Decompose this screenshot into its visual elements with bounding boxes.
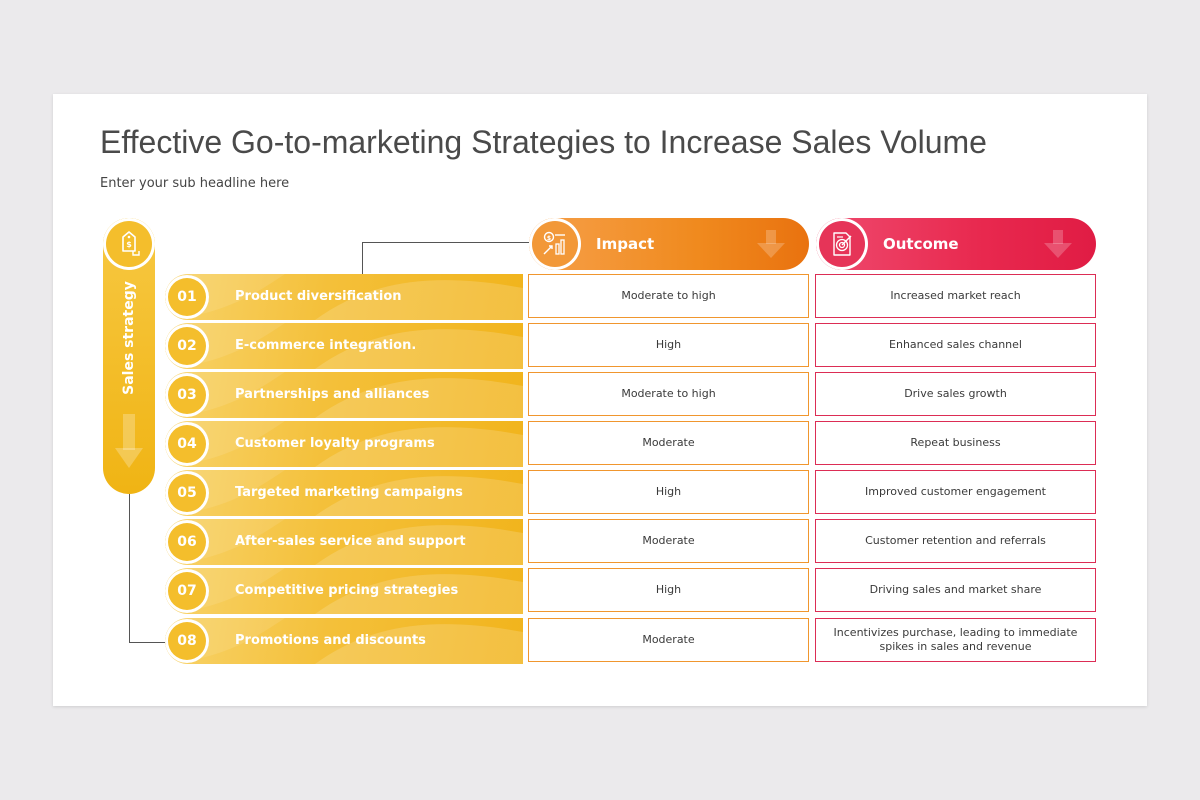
strategy-name: Competitive pricing strategies: [235, 583, 459, 598]
impact-cell: Moderate to high: [528, 274, 809, 318]
outcome-cell: Enhanced sales channel: [815, 323, 1096, 367]
step-number: 07: [165, 569, 209, 613]
price-tag-icon: $: [103, 218, 155, 270]
connector-line-top: [362, 242, 531, 275]
strategy-bar: 07 Competitive pricing strategies: [165, 568, 523, 614]
strategy-bar: 03 Partnerships and alliances: [165, 372, 523, 418]
strategy-name: Product diversification: [235, 289, 402, 304]
outcome-header-label: Outcome: [883, 235, 959, 253]
strategy-bar: 02 E-commerce integration.: [165, 323, 523, 369]
impact-cell: Moderate: [528, 421, 809, 465]
step-number: 04: [165, 422, 209, 466]
strategy-row-07: 07 Competitive pricing strategies High D…: [165, 568, 1199, 614]
outcome-header: Outcome: [816, 218, 1096, 270]
sales-strategy-label: Sales strategy: [121, 281, 137, 395]
sales-strategy-pill: $ Sales strategy: [103, 218, 155, 494]
step-number: 08: [165, 619, 209, 663]
strategy-bar: 01 Product diversification: [165, 274, 523, 320]
outcome-cell: Increased market reach: [815, 274, 1096, 318]
down-arrow-icon: [1044, 230, 1072, 258]
step-number: 05: [165, 471, 209, 515]
page-subtitle: Enter your sub headline here: [100, 176, 290, 191]
impact-cell: Moderate: [528, 618, 809, 662]
step-number: 02: [165, 324, 209, 368]
strategy-row-01: 01 Product diversification Moderate to h…: [165, 274, 1199, 320]
strategy-name: Partnerships and alliances: [235, 387, 430, 402]
strategy-row-04: 04 Customer loyalty programs Moderate Re…: [165, 421, 1199, 467]
svg-text:$: $: [126, 240, 132, 249]
strategy-row-03: 03 Partnerships and alliances Moderate t…: [165, 372, 1199, 418]
step-number: 03: [165, 373, 209, 417]
strategy-bar: 06 After-sales service and support: [165, 519, 523, 565]
outcome-cell: Improved customer engagement: [815, 470, 1096, 514]
down-arrow-icon: [757, 230, 785, 258]
strategy-row-06: 06 After-sales service and support Moder…: [165, 519, 1199, 565]
down-arrow-icon: [115, 414, 143, 468]
strategy-row-05: 05 Targeted marketing campaigns High Imp…: [165, 470, 1199, 516]
impact-cell: High: [528, 568, 809, 612]
svg-text:$: $: [547, 235, 551, 242]
strategy-name: After-sales service and support: [235, 534, 466, 549]
step-number: 01: [165, 275, 209, 319]
outcome-cell: Incentivizes purchase, leading to immedi…: [815, 618, 1096, 662]
strategy-name: Customer loyalty programs: [235, 436, 435, 451]
impact-cell: High: [528, 323, 809, 367]
impact-cell: High: [528, 470, 809, 514]
impact-cell: Moderate: [528, 519, 809, 563]
outcome-cell: Driving sales and market share: [815, 568, 1096, 612]
connector-line-bottom: [129, 492, 166, 643]
step-number: 06: [165, 520, 209, 564]
outcome-cell: Repeat business: [815, 421, 1096, 465]
impact-header: $ Impact: [529, 218, 809, 270]
strategy-row-02: 02 E-commerce integration. High Enhanced…: [165, 323, 1199, 369]
strategy-bar: 05 Targeted marketing campaigns: [165, 470, 523, 516]
impact-header-label: Impact: [596, 235, 655, 253]
slide: Effective Go-to-marketing Strategies to …: [53, 94, 1147, 706]
strategy-name: E-commerce integration.: [235, 338, 417, 353]
growth-chart-icon: $: [529, 218, 581, 270]
page-title: Effective Go-to-marketing Strategies to …: [100, 124, 987, 160]
outcome-cell: Drive sales growth: [815, 372, 1096, 416]
outcome-cell: Customer retention and referrals: [815, 519, 1096, 563]
strategy-name: Targeted marketing campaigns: [235, 485, 463, 500]
strategy-row-08: 08 Promotions and discounts Moderate Inc…: [165, 618, 1199, 664]
target-document-icon: [816, 218, 868, 270]
impact-cell: Moderate to high: [528, 372, 809, 416]
strategy-bar: 08 Promotions and discounts: [165, 618, 523, 664]
strategy-bar: 04 Customer loyalty programs: [165, 421, 523, 467]
strategy-name: Promotions and discounts: [235, 633, 426, 648]
